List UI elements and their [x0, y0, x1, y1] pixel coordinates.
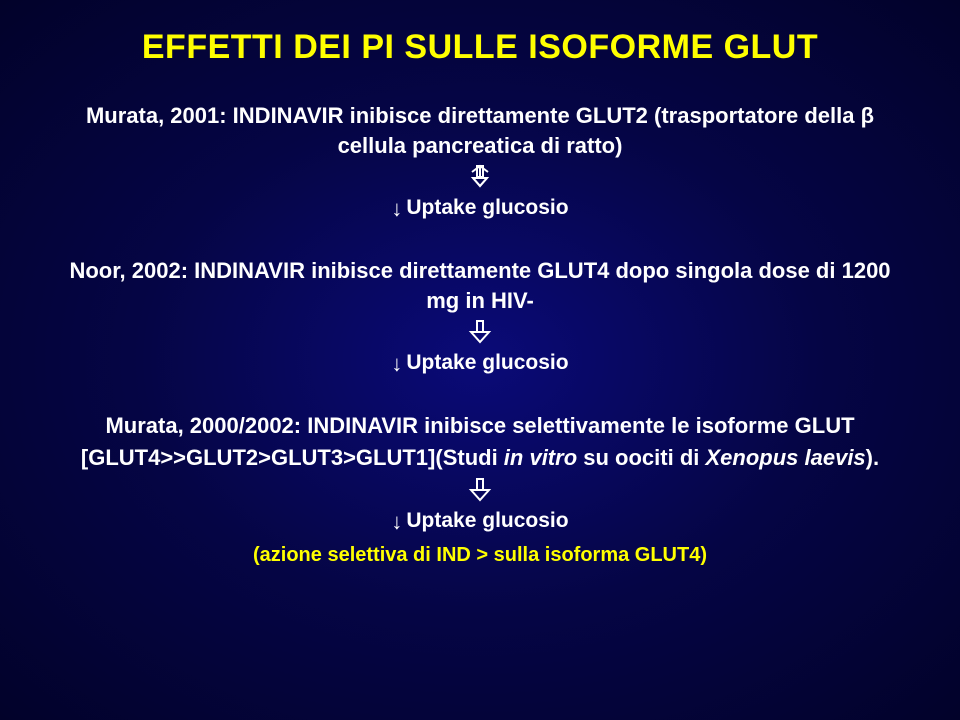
block2-text: Noor, 2002: INDINAVIR inibisce direttame…: [50, 256, 910, 315]
block-murata-2000-2002: Murata, 2000/2002: INDINAVIR inibisce se…: [48, 411, 912, 569]
down-arrow-icon: ↓: [391, 507, 402, 537]
arrow-down-icon: [466, 319, 494, 345]
block2-uptake: ↓Uptake glucosio: [50, 349, 910, 379]
block-noor-2002: Noor, 2002: INDINAVIR inibisce direttame…: [48, 256, 912, 379]
slide-container: EFFETTI DEI PI SULLE ISOFORME GLUT Murat…: [0, 0, 960, 603]
down-arrow-icon: ↓: [391, 349, 402, 379]
arrow-down-icon: [466, 477, 494, 503]
block3-line2: [GLUT4>>GLUT2>GLUT3>GLUT1](Studi in vitr…: [50, 443, 910, 473]
block3-line1: Murata, 2000/2002: INDINAVIR inibisce se…: [50, 411, 910, 441]
block3-uptake: ↓Uptake glucosio: [50, 507, 910, 537]
slide-title: EFFETTI DEI PI SULLE ISOFORME GLUT: [48, 28, 912, 67]
down-arrow-icon: ↓: [391, 194, 402, 224]
block1-uptake: ↓Uptake glucosio: [50, 194, 910, 224]
block1-text: Murata, 2001: INDINAVIR inibisce diretta…: [50, 101, 910, 160]
block3-note: (azione selettiva di IND > sulla isoform…: [50, 542, 910, 569]
block-murata-2001: Murata, 2001: INDINAVIR inibisce diretta…: [48, 101, 912, 224]
arrow-down-icon: [466, 164, 494, 190]
